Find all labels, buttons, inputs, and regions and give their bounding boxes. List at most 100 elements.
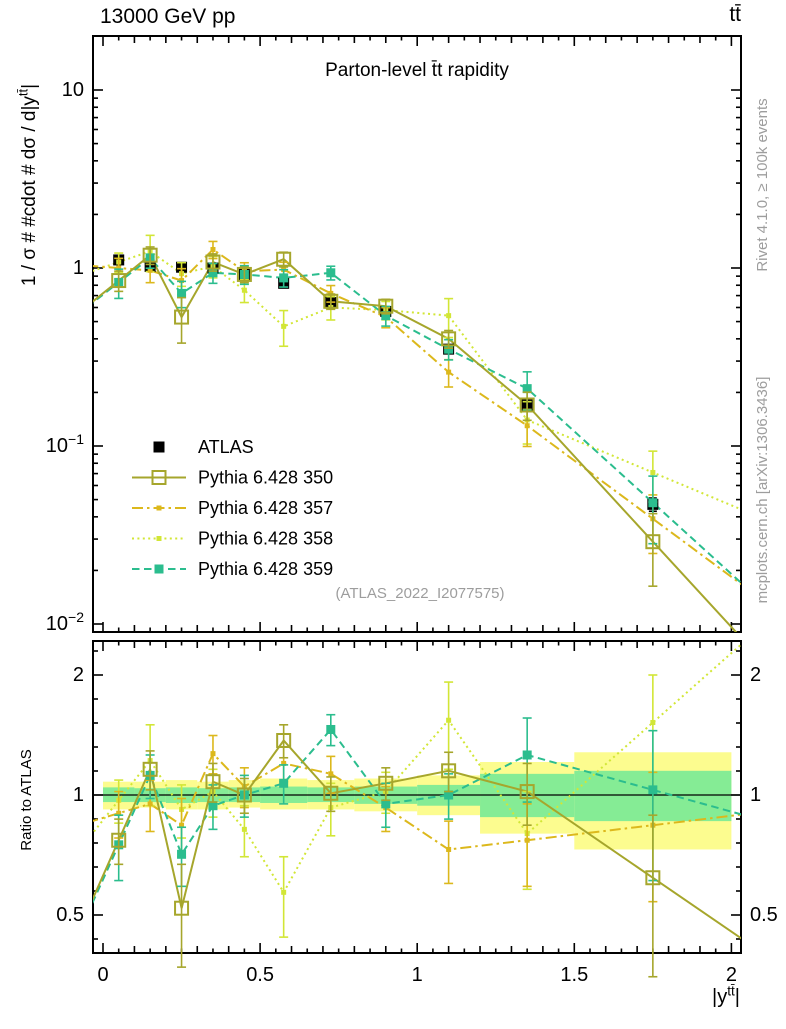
marker-pythia-6-428-357 [446, 369, 452, 375]
series-points-pythia-6-428-350 [111, 246, 661, 587]
legend-item-pythia-6-428-357: Pythia 6.428 357 [132, 498, 333, 518]
ratio-marker-pythia-6-428-359 [177, 849, 187, 859]
marker-pythia-6-428-359 [177, 288, 187, 298]
x-axis-label-superscript: tt̄ [727, 983, 735, 999]
ratio-marker-pythia-6-428-359 [381, 799, 391, 809]
ratio-marker-pythia-6-428-357 [147, 801, 153, 807]
process-label: tt̄ [729, 3, 741, 26]
ratio-marker-pythia-6-428-350 [519, 784, 535, 800]
ratio-marker-pythia-6-428-350 [236, 787, 252, 803]
legend-item-atlas: ATLAS [153, 437, 254, 457]
ratio-marker-pythia-6-428-350 [378, 775, 394, 791]
legend-marker-pythia-6-428-358 [156, 536, 162, 541]
tick-label: 10 [62, 79, 84, 101]
ratio-marker-pythia-6-428-357 [328, 771, 334, 777]
ratio-marker-pythia-6-428-357 [524, 837, 530, 843]
ratio-marker-pythia-6-428-357 [210, 751, 216, 757]
legend-label: Pythia 6.428 350 [198, 468, 333, 488]
y-axis-label-superscript: tt̄ [15, 88, 31, 97]
rivet-version-label: Rivet 4.1.0, ≥ 100k events [754, 98, 771, 272]
legend-marker-pythia-6-428-359 [154, 564, 164, 574]
tick-label: 1 [750, 784, 761, 806]
marker-pythia-6-428-357 [116, 265, 122, 271]
marker-pythia-6-428-350 [236, 266, 252, 282]
x-axis-label-main: |y [712, 986, 728, 1008]
tick-labels: 0 0.5 1 1.5 2 10 1 10−1 10−2 0.5 0.5 1 1 2 2 [46, 79, 778, 986]
ratio-marker-pythia-6-428-350 [142, 761, 158, 777]
tick-label: 10−2 [46, 609, 84, 635]
marker-pythia-6-428-358 [241, 287, 247, 293]
legend-marker-pythia-6-428-350 [151, 470, 167, 485]
marker-pythia-6-428-359 [648, 498, 658, 508]
tick-label: 0.5 [750, 904, 778, 926]
beam-energy-label: 13000 GeV pp [100, 5, 236, 28]
marker-pythia-6-428-350 [174, 309, 190, 325]
marker-pythia-6-428-350 [378, 298, 394, 314]
marker-pythia-6-428-350 [111, 273, 127, 289]
marker-pythia-6-428-359 [444, 344, 454, 354]
marker-pythia-6-428-359 [208, 268, 218, 278]
tick-label: 2 [750, 664, 761, 686]
x-axis-label: |ytt̄| [640, 983, 740, 1009]
ratio-axis-label: Ratio to ATLAS [18, 749, 35, 851]
ratio-marker-pythia-6-428-359 [279, 778, 289, 788]
tick-label: 10−1 [46, 431, 84, 457]
tick-label: 1 [412, 964, 423, 986]
marker-pythia-6-428-359 [381, 311, 391, 321]
ratio-points-pythia-6-428-350 [111, 724, 661, 978]
marker-pythia-6-428-357 [210, 247, 216, 253]
ratio-marker-pythia-6-428-358 [650, 720, 656, 726]
legend-marker-atlas [153, 441, 165, 453]
ratio-marker-pythia-6-428-358 [446, 717, 452, 723]
ratio-marker-pythia-6-428-350 [323, 785, 339, 801]
ratio-marker-pythia-6-428-357 [179, 822, 185, 828]
ratio-marker-pythia-6-428-350 [441, 763, 457, 779]
legend-item-pythia-6-428-358: Pythia 6.428 358 [132, 529, 333, 549]
atlas-uncertainty-bands [93, 752, 741, 850]
marker-pythia-6-428-358 [650, 469, 656, 475]
legend: ATLAS Pythia 6.428 350 Pythia 6.428 357 Pyt… [132, 437, 333, 579]
ratio-marker-pythia-6-428-359 [208, 801, 218, 811]
analysis-id-watermark: (ATLAS_2022_I2077575) [335, 585, 505, 602]
marker-pythia-6-428-350 [205, 254, 221, 270]
tick-label: 1.5 [560, 964, 588, 986]
mcplots-reference-label: mcplots.cern.ch [arXiv:1306.3436] [754, 376, 771, 604]
legend-label: Pythia 6.428 357 [198, 498, 333, 518]
ratio-marker-pythia-6-428-357 [116, 810, 122, 816]
marker-pythia-6-428-359 [522, 384, 532, 394]
ratio-marker-pythia-6-428-357 [446, 846, 452, 852]
ratio-marker-pythia-6-428-350 [276, 732, 292, 748]
marker-pythia-6-428-350 [323, 293, 339, 309]
marker-pythia-6-428-350 [645, 534, 661, 550]
legend-label: Pythia 6.428 358 [198, 529, 333, 549]
marker-pythia-6-428-357 [147, 267, 153, 273]
marker-pythia-6-428-358 [281, 323, 287, 329]
x-axis-label-end: | [734, 986, 740, 1008]
axes [92, 35, 742, 954]
ratio-marker-pythia-6-428-350 [205, 774, 221, 790]
marker-pythia-6-428-350 [441, 331, 457, 347]
tick-label: 1 [73, 784, 84, 806]
marker-pythia-6-428-359 [279, 273, 289, 283]
y-axis-label-main: 1 / σ # #cdot # dσ / d|y [19, 96, 40, 287]
marker-pythia-6-428-350 [142, 247, 158, 263]
series-points-pythia-6-428-357 [114, 240, 658, 555]
marker-pythia-6-428-359 [326, 268, 336, 278]
ratio-marker-pythia-6-428-350 [174, 900, 190, 916]
tick-label: 0.5 [56, 904, 84, 926]
tick-label: 2 [726, 964, 737, 986]
marker-pythia-6-428-357 [179, 278, 185, 284]
legend-item-pythia-6-428-350: Pythia 6.428 350 [132, 468, 333, 488]
legend-item-pythia-6-428-359: Pythia 6.428 359 [132, 559, 333, 579]
ratio-marker-pythia-6-428-359 [522, 750, 532, 760]
ratio-marker-pythia-6-428-350 [111, 832, 127, 848]
ratio-marker-pythia-6-428-358 [281, 889, 287, 895]
ratio-marker-pythia-6-428-358 [241, 826, 247, 832]
y-axis-label-end: | [19, 83, 40, 89]
tick-label: 0 [97, 964, 108, 986]
legend-label: ATLAS [198, 437, 254, 457]
tick-label: 1 [73, 257, 84, 279]
marker-pythia-6-428-358 [446, 313, 452, 319]
